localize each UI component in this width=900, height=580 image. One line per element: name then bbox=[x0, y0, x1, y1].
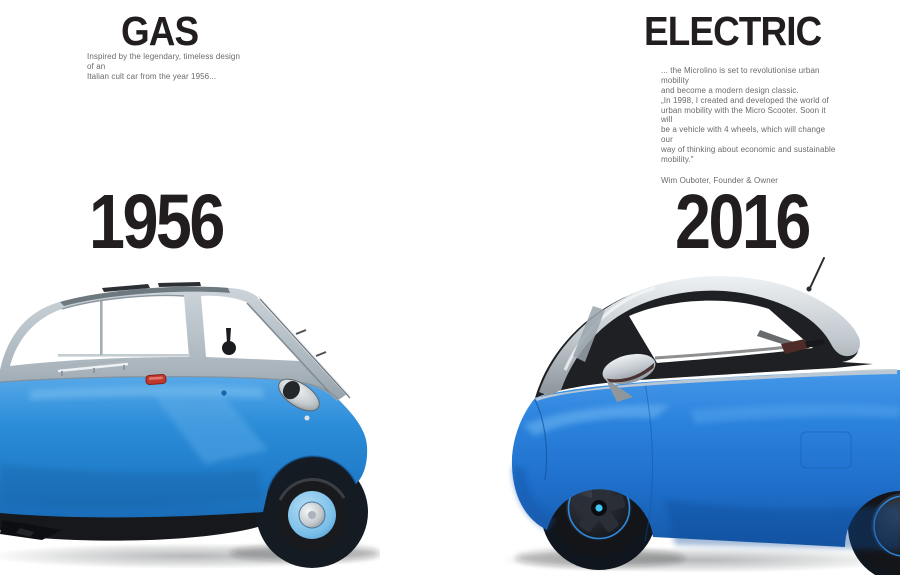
electric-attribution: Wim Ouboter, Founder & Owner bbox=[661, 175, 779, 185]
gas-car-headlight bbox=[278, 378, 320, 421]
gas-subtitle: Inspired by the legendary, timeless desi… bbox=[87, 52, 241, 81]
electric-car-antenna bbox=[806, 257, 825, 292]
electric-car-side-mirror bbox=[602, 353, 656, 402]
gas-car-taillight bbox=[145, 374, 167, 385]
gas-car-body bbox=[0, 376, 368, 518]
gas-heading: GAS bbox=[121, 8, 199, 54]
gas-car-windshield-frame bbox=[246, 295, 351, 399]
gas-car-windows bbox=[10, 294, 301, 366]
gas-year-label: 1956 bbox=[89, 179, 225, 265]
electric-car-photo bbox=[505, 257, 900, 575]
electric-car-roof-arc bbox=[535, 276, 897, 401]
electric-car-body bbox=[511, 370, 900, 550]
electric-heading: ELECTRIC bbox=[644, 8, 822, 54]
electric-paragraph: ... the Microlino is set to revolutionis… bbox=[661, 65, 836, 165]
gas-car-luggage-rack bbox=[57, 359, 129, 376]
electric-year-label: 2016 bbox=[675, 179, 811, 265]
electric-text-block: ... the Microlino is set to revolutionis… bbox=[661, 56, 836, 196]
gas-car-photo bbox=[0, 282, 380, 569]
gas-car-front-wheel bbox=[256, 456, 368, 568]
